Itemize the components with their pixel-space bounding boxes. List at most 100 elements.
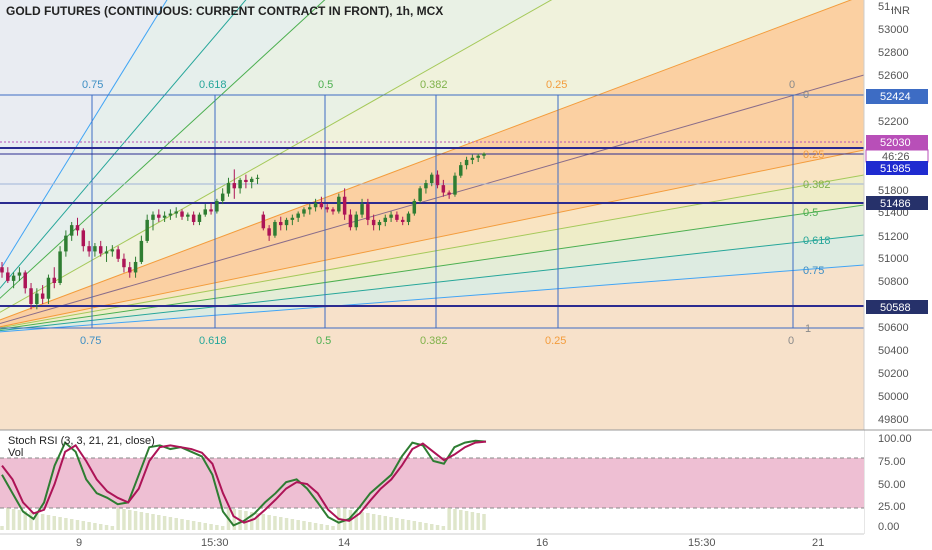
price-tag-label: 51985 bbox=[880, 163, 911, 175]
volume-bar bbox=[58, 517, 62, 530]
volume-bar bbox=[110, 526, 115, 530]
volume-bar bbox=[284, 518, 289, 530]
price-axis[interactable]: 51... INR 53000 52800 52600 52200 51800 … bbox=[863, 0, 932, 550]
candle-body bbox=[395, 214, 399, 220]
fan-ray-9 bbox=[0, 0, 326, 299]
volume-bar bbox=[395, 518, 399, 530]
candle-body bbox=[354, 214, 358, 228]
volume-bar bbox=[6, 508, 10, 530]
vol-label: Vol bbox=[8, 447, 23, 459]
volume-bar bbox=[453, 509, 457, 530]
volume-bar bbox=[406, 520, 411, 530]
candle-body bbox=[464, 159, 469, 166]
candle-body bbox=[360, 204, 364, 215]
price-tick: 52800 bbox=[878, 47, 909, 59]
fan-ray-4 bbox=[0, 174, 865, 329]
candle-body bbox=[447, 192, 451, 195]
time-tick: 9 bbox=[76, 537, 82, 549]
candle-body bbox=[249, 178, 254, 182]
volume-bar bbox=[255, 513, 260, 530]
volume-bar bbox=[203, 523, 207, 530]
candle-body bbox=[110, 249, 115, 252]
fib-top-label: 0.75 bbox=[82, 79, 103, 91]
candlestick-series bbox=[0, 152, 486, 310]
candle-body bbox=[371, 219, 376, 226]
candle-body bbox=[424, 183, 428, 189]
candle-body bbox=[186, 214, 190, 217]
candle-body bbox=[104, 251, 109, 254]
volume-bar bbox=[325, 525, 329, 530]
price-levels bbox=[0, 141, 864, 307]
fib-right-label: 0.25 bbox=[803, 149, 824, 161]
price-tick: 51200 bbox=[878, 231, 909, 243]
volume-bar bbox=[162, 516, 167, 530]
volume-bar bbox=[313, 523, 318, 530]
volume-bar bbox=[139, 512, 144, 530]
fib-top-label: 0.25 bbox=[546, 79, 567, 91]
volume-bar bbox=[366, 513, 370, 530]
volume-bar bbox=[186, 520, 190, 530]
fan-ray-2 bbox=[0, 74, 865, 325]
candle-body bbox=[23, 272, 27, 289]
fib-right-labels: 0 0.25 0.382 0.5 0.618 0.75 1 bbox=[803, 89, 831, 335]
price-tick: 51000 bbox=[878, 253, 909, 265]
stoch-k-line bbox=[1, 439, 487, 527]
time-axis[interactable]: 9 15:30 14 16 15:30 21 bbox=[0, 533, 932, 550]
chart-title: GOLD FUTURES (CONTINUOUS: CURRENT CONTRA… bbox=[6, 4, 443, 18]
stoch-rsi-pane[interactable]: Stoch RSI (3, 3, 21, 21, close) Vol 100.… bbox=[0, 429, 932, 534]
volume-bar bbox=[232, 509, 237, 530]
candle-body bbox=[122, 258, 126, 268]
fib-top-label: 0.618 bbox=[199, 79, 227, 91]
fib-top-label: 0.5 bbox=[318, 79, 333, 91]
candle-body bbox=[308, 207, 312, 210]
fan-ray-6 bbox=[0, 234, 865, 332]
stoch-label: Stoch RSI (3, 3, 21, 21, close) bbox=[8, 435, 155, 447]
volume-bar bbox=[383, 516, 388, 530]
candle-body bbox=[133, 261, 138, 273]
candle-body bbox=[331, 209, 335, 212]
candle-body bbox=[180, 211, 184, 217]
candle-body bbox=[203, 209, 207, 215]
price-tick: 53000 bbox=[878, 24, 909, 36]
price-tick: 50800 bbox=[878, 276, 909, 288]
candle-body bbox=[81, 230, 86, 247]
volume-bar bbox=[464, 511, 469, 530]
fib-box-lines bbox=[0, 94, 864, 329]
price-tag-50588: 50588 bbox=[866, 300, 928, 314]
candle-body bbox=[93, 246, 97, 252]
volume-bar bbox=[424, 523, 428, 530]
candle-body bbox=[279, 221, 283, 226]
volume-bar bbox=[389, 517, 393, 530]
price-tag-51486: 51486 bbox=[866, 196, 928, 210]
gann-fan-rays bbox=[0, 0, 865, 333]
price-tick: 51800 bbox=[878, 185, 909, 197]
candle-body bbox=[342, 196, 347, 215]
candle-body bbox=[383, 217, 388, 222]
ind-tick: 25.00 bbox=[878, 501, 906, 513]
volume-bar bbox=[133, 511, 138, 530]
fib-top-label: 0.382 bbox=[420, 79, 448, 91]
volume-bar bbox=[371, 514, 376, 530]
candle-body bbox=[174, 211, 178, 214]
candle-body bbox=[302, 209, 306, 214]
fib-bottom-labels: 0.75 0.618 0.5 0.382 0.25 0 bbox=[80, 335, 794, 347]
candle-body bbox=[482, 153, 486, 156]
fib-bottom-label: 0.5 bbox=[316, 335, 331, 347]
volume-bar bbox=[215, 525, 219, 530]
volume-bar bbox=[52, 516, 57, 530]
time-tick: 21 bbox=[812, 537, 824, 549]
fib-bottom-label: 0.382 bbox=[420, 335, 448, 347]
candle-body bbox=[162, 215, 167, 218]
volume-bar bbox=[290, 519, 295, 530]
volume-bar bbox=[360, 512, 364, 530]
candle-body bbox=[29, 288, 33, 305]
candle-body bbox=[139, 240, 144, 262]
candle-body bbox=[151, 214, 155, 220]
volume-bar bbox=[35, 513, 39, 530]
volume-bar bbox=[470, 512, 475, 530]
volume-bar bbox=[296, 520, 300, 530]
volume-bar bbox=[441, 526, 446, 530]
volume-bar bbox=[261, 514, 266, 530]
candle-body bbox=[337, 196, 341, 212]
